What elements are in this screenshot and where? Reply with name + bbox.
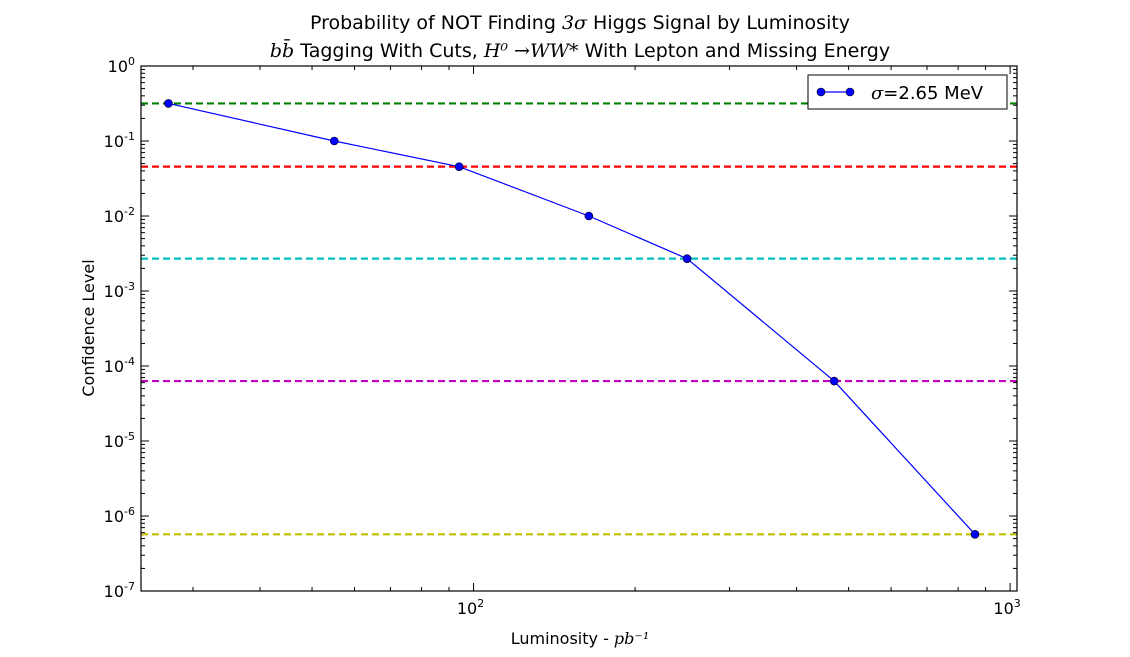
y-axis-label: Confidence Level (79, 259, 98, 396)
y-tick-label: 10-1 (104, 130, 135, 151)
y-tick-label: 10-3 (104, 280, 135, 301)
x-tick-label: 102 (457, 597, 484, 618)
legend-label: σ=2.65 MeV (871, 83, 984, 104)
chart-title: Probability of NOT Finding 3σ Higgs Sign… (310, 12, 850, 34)
legend-marker (845, 87, 855, 97)
chart-subtitle: bb̄ Tagging With Cuts, H⁰ →WW* With Lept… (270, 38, 890, 62)
data-point (454, 162, 464, 171)
x-axis-label: Luminosity - pb⁻¹ (511, 629, 650, 648)
data-point (829, 376, 839, 386)
data-point (584, 211, 594, 221)
series-group (164, 99, 980, 539)
y-tick-label: 100 (108, 55, 135, 76)
tick-labels: 102 103 100 10-1 10-2 10-3 10-4 10-5 10-6 10-7 (104, 55, 1021, 618)
y-tick-label: 10-4 (104, 355, 135, 376)
legend-marker (816, 87, 826, 97)
y-tick-label: 10-6 (104, 505, 135, 526)
data-point (970, 530, 980, 539)
x-tick-label: 103 (993, 597, 1020, 618)
data-point (164, 99, 173, 108)
y-tick-label: 10-5 (104, 430, 135, 451)
plot-frame (140, 65, 1018, 592)
legend: σ=2.65 MeV (807, 74, 1008, 110)
plot-area (141, 66, 1017, 591)
data-point (682, 254, 692, 263)
y-tick-label: 10-7 (104, 580, 135, 601)
y-tick-label: 10-2 (104, 205, 135, 226)
data-point (329, 136, 339, 146)
